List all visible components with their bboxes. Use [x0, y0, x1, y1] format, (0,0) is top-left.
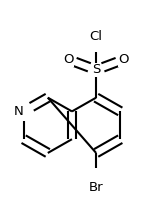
Text: O: O — [119, 53, 129, 66]
Text: Br: Br — [89, 181, 103, 194]
Text: S: S — [92, 63, 100, 76]
Text: O: O — [63, 53, 74, 66]
Text: N: N — [14, 105, 24, 118]
Text: Cl: Cl — [90, 30, 103, 43]
